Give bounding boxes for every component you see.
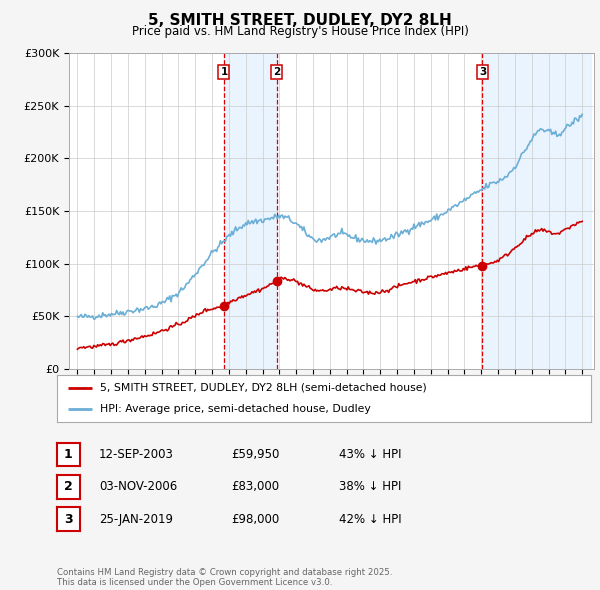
Text: £59,950: £59,950: [231, 448, 280, 461]
Text: 2: 2: [64, 480, 73, 493]
Text: 2: 2: [273, 67, 280, 77]
Text: Contains HM Land Registry data © Crown copyright and database right 2025.
This d: Contains HM Land Registry data © Crown c…: [57, 568, 392, 587]
Bar: [224, 53, 277, 369]
Text: 3: 3: [479, 67, 486, 77]
Text: 42% ↓ HPI: 42% ↓ HPI: [339, 513, 401, 526]
Text: 1: 1: [220, 67, 227, 77]
Text: 25-JAN-2019: 25-JAN-2019: [99, 513, 173, 526]
Text: 43% ↓ HPI: 43% ↓ HPI: [339, 448, 401, 461]
Bar: [482, 53, 590, 369]
Text: 1: 1: [64, 448, 73, 461]
Text: HPI: Average price, semi-detached house, Dudley: HPI: Average price, semi-detached house,…: [100, 404, 370, 414]
Text: £98,000: £98,000: [231, 513, 279, 526]
Text: 5, SMITH STREET, DUDLEY, DY2 8LH (semi-detached house): 5, SMITH STREET, DUDLEY, DY2 8LH (semi-d…: [100, 383, 427, 393]
Text: 5, SMITH STREET, DUDLEY, DY2 8LH: 5, SMITH STREET, DUDLEY, DY2 8LH: [148, 13, 452, 28]
Text: Price paid vs. HM Land Registry's House Price Index (HPI): Price paid vs. HM Land Registry's House …: [131, 25, 469, 38]
Text: 12-SEP-2003: 12-SEP-2003: [99, 448, 174, 461]
Text: 03-NOV-2006: 03-NOV-2006: [99, 480, 177, 493]
Text: £83,000: £83,000: [231, 480, 279, 493]
Text: 3: 3: [64, 513, 73, 526]
Text: 38% ↓ HPI: 38% ↓ HPI: [339, 480, 401, 493]
